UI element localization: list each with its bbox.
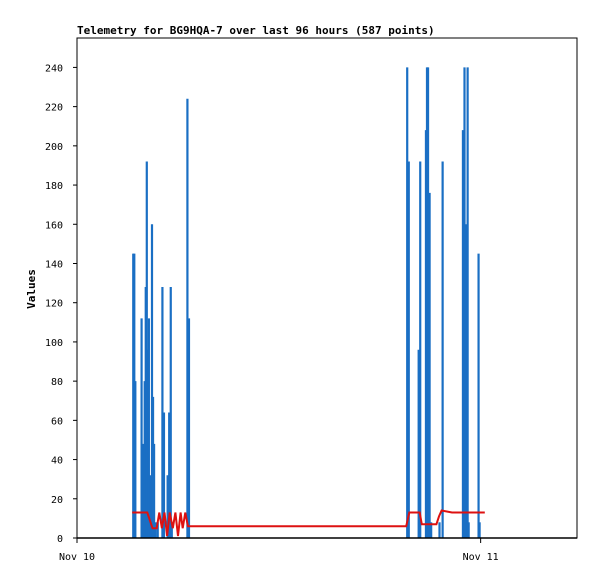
y-tick-label: 180 bbox=[45, 181, 63, 192]
y-tick-label: 220 bbox=[45, 103, 63, 114]
y-tick-label: 60 bbox=[51, 416, 63, 427]
y-tick-label: 80 bbox=[51, 377, 63, 388]
x-tick-label: Nov 10 bbox=[59, 552, 95, 563]
y-tick-label: 140 bbox=[45, 259, 63, 270]
series-1 bbox=[132, 509, 485, 537]
y-tick-label: 200 bbox=[45, 142, 63, 153]
series-0 bbox=[132, 67, 481, 538]
plot-area-frame bbox=[76, 37, 578, 539]
y-tick-label: 100 bbox=[45, 338, 63, 349]
chart-title: Telemetry for BG9HQA-7 over last 96 hour… bbox=[77, 24, 435, 37]
plot-marks bbox=[77, 67, 577, 539]
y-tick-label: 0 bbox=[57, 534, 63, 545]
y-axis: 0 20 40 60 80 100 120 140 160 180 200 220 240 bbox=[45, 63, 77, 545]
x-axis: Nov 10 Nov 11 bbox=[59, 538, 499, 563]
y-axis-label: Values bbox=[25, 269, 38, 309]
y-tick-label: 40 bbox=[51, 456, 63, 467]
y-tick-label: 240 bbox=[45, 63, 63, 74]
y-tick-label: 160 bbox=[45, 220, 63, 231]
series-line bbox=[132, 509, 485, 537]
x-tick-label: Nov 11 bbox=[463, 552, 499, 563]
y-tick-label: 120 bbox=[45, 299, 63, 310]
y-tick-label: 20 bbox=[51, 495, 63, 506]
